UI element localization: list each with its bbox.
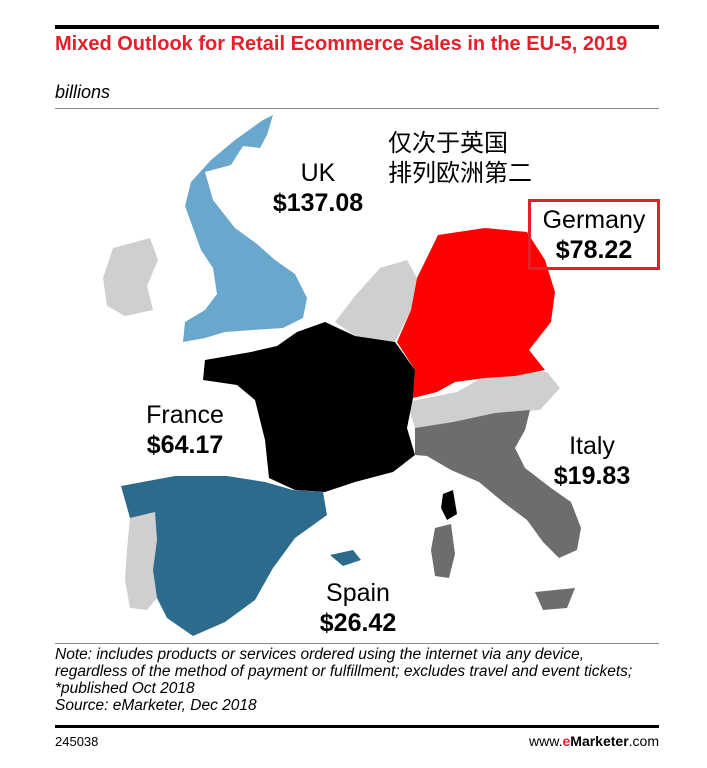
map-spain [121, 476, 327, 636]
label-germany-name: Germany [542, 206, 646, 234]
label-germany-value: $78.22 [555, 236, 633, 264]
germany-highlight-box [528, 199, 660, 270]
map-france [203, 322, 415, 492]
brand-prefix: www. [529, 733, 563, 749]
map-sardinia [431, 524, 455, 578]
map-italy [415, 410, 581, 558]
map-portugal [125, 512, 157, 610]
label-italy: Italy $19.83 [540, 431, 644, 491]
label-france: France $64.17 [133, 400, 237, 460]
label-italy-value: $19.83 [553, 462, 631, 490]
footnote-note: Note: includes products or services orde… [55, 646, 633, 697]
map-uk [183, 115, 307, 342]
top-rule [55, 25, 659, 29]
annotation-text: 仅次于英国 排列欧洲第二 [388, 129, 532, 187]
brand-url: www.eMarketer.com [529, 733, 659, 749]
brand-suffix: .com [628, 733, 659, 749]
footnote: Note: includes products or services orde… [55, 646, 659, 714]
map-ireland [103, 238, 158, 316]
label-spain-value: $26.42 [319, 609, 397, 637]
europe-map [103, 115, 581, 636]
brand-name: Marketer [570, 733, 629, 749]
footnote-source: Source: eMarketer, Dec 2018 [55, 697, 257, 714]
footer-rule [55, 725, 659, 728]
label-spain: Spain $26.42 [306, 578, 410, 638]
map-benelux [335, 260, 417, 342]
label-france-value: $64.17 [146, 431, 224, 459]
label-uk-value: $137.08 [272, 189, 364, 217]
chart-title: Mixed Outlook for Retail Ecommerce Sales… [55, 33, 628, 55]
chart-id: 245038 [55, 734, 99, 749]
label-germany: Germany $78.22 [530, 205, 658, 265]
map-corsica [441, 490, 457, 520]
label-uk: UK $137.08 [262, 158, 374, 218]
header-divider [55, 108, 659, 109]
label-italy-name: Italy [569, 432, 615, 460]
label-spain-name: Spain [326, 579, 390, 607]
map-sicily [535, 588, 575, 610]
footer-divider [55, 643, 659, 644]
chart-subtitle: billions [55, 82, 111, 102]
label-uk-name: UK [300, 159, 336, 187]
brand-e: e [562, 733, 571, 749]
map-balearic [330, 550, 361, 566]
map-switzerland-austria [407, 370, 560, 428]
map-germany [397, 228, 555, 398]
label-france-name: France [146, 401, 224, 429]
